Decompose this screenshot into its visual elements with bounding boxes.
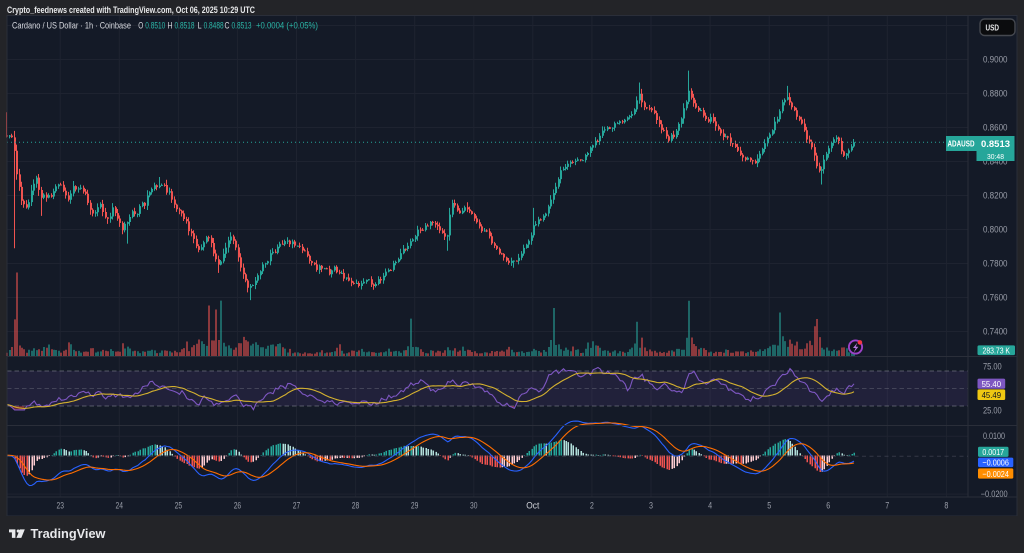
svg-text:0.0100: 0.0100 — [983, 431, 1005, 441]
svg-text:H: H — [168, 21, 173, 31]
svg-text:0.9000: 0.9000 — [983, 55, 1008, 65]
svg-text:4: 4 — [708, 501, 712, 511]
svg-text:27: 27 — [293, 501, 301, 511]
svg-text:6: 6 — [826, 501, 830, 511]
svg-text:−0.0006: −0.0006 — [982, 457, 1009, 467]
svg-text:Oct: Oct — [526, 501, 540, 511]
svg-text:23: 23 — [57, 501, 65, 511]
svg-text:0.8510: 0.8510 — [145, 21, 165, 31]
svg-text:USD: USD — [986, 22, 1000, 32]
svg-text:TradingView: TradingView — [31, 527, 106, 541]
svg-text:8: 8 — [944, 501, 948, 511]
svg-text:0.8518: 0.8518 — [175, 21, 195, 31]
svg-text:45.49: 45.49 — [982, 390, 1002, 400]
svg-text:30:48: 30:48 — [987, 152, 1004, 161]
svg-text:O: O — [138, 21, 143, 31]
svg-text:0.8800: 0.8800 — [983, 89, 1008, 99]
svg-text:0.8513: 0.8513 — [232, 21, 252, 31]
svg-text:55.40: 55.40 — [982, 379, 1002, 389]
svg-text:0.7400: 0.7400 — [983, 327, 1008, 337]
svg-text:7: 7 — [885, 501, 889, 511]
svg-text:C: C — [225, 21, 230, 31]
svg-text:0.8513: 0.8513 — [981, 139, 1010, 150]
svg-text:ADAUSD: ADAUSD — [948, 139, 975, 148]
svg-text:0.7800: 0.7800 — [983, 259, 1008, 269]
svg-text:26: 26 — [234, 501, 242, 511]
svg-text:283.73 K: 283.73 K — [983, 345, 1011, 355]
svg-text:−0.0200: −0.0200 — [981, 489, 1008, 499]
svg-text:0.8600: 0.8600 — [983, 123, 1008, 133]
svg-text:Cardano / US Dollar · 1h · Coi: Cardano / US Dollar · 1h · Coinbase — [12, 21, 131, 31]
svg-text:0.8400: 0.8400 — [983, 157, 1008, 167]
svg-text:25: 25 — [175, 501, 183, 511]
svg-text:0.7600: 0.7600 — [983, 293, 1008, 303]
svg-text:L: L — [198, 21, 202, 31]
svg-text:0.8000: 0.8000 — [983, 225, 1008, 235]
svg-text:75.00: 75.00 — [983, 362, 1002, 372]
svg-text:30: 30 — [470, 501, 478, 511]
svg-text:0.0017: 0.0017 — [982, 447, 1004, 457]
svg-text:+0.0004 (+0.05%): +0.0004 (+0.05%) — [256, 21, 318, 31]
svg-text:0.8200: 0.8200 — [983, 191, 1008, 201]
svg-text:25.00: 25.00 — [983, 405, 1002, 415]
svg-text:24: 24 — [116, 501, 124, 511]
svg-text:3: 3 — [649, 501, 653, 511]
svg-text:2: 2 — [590, 501, 594, 511]
svg-text:−0.0024: −0.0024 — [982, 469, 1009, 479]
svg-text:29: 29 — [411, 501, 419, 511]
svg-text:Crypto_feednews created with T: Crypto_feednews created with TradingView… — [7, 5, 256, 15]
svg-text:0.8488: 0.8488 — [204, 21, 224, 31]
svg-text:28: 28 — [352, 501, 360, 511]
svg-text:5: 5 — [767, 501, 771, 511]
